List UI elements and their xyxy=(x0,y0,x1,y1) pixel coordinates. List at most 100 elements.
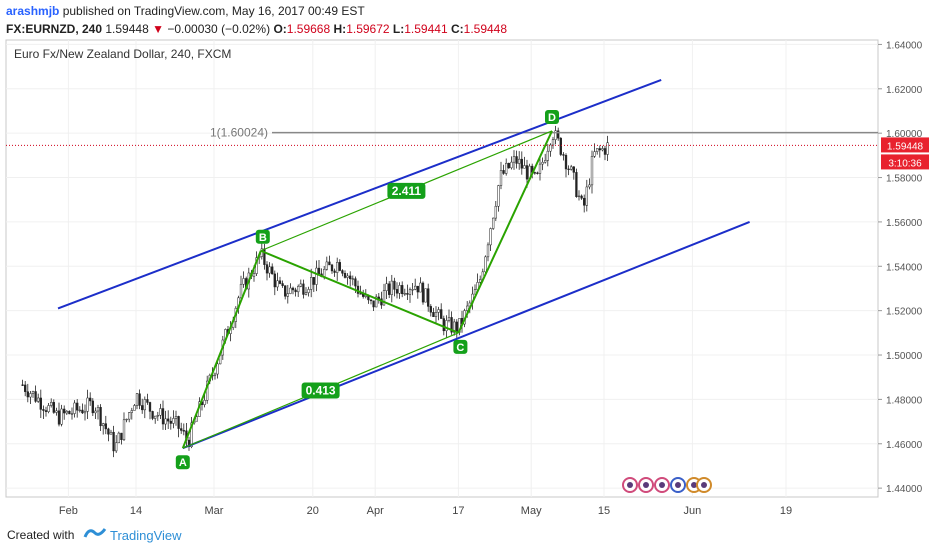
event-marker-dot xyxy=(643,482,649,488)
chart-title: Euro Fx/New Zealand Dollar, 240, FXCM xyxy=(14,47,231,61)
event-marker-dot xyxy=(659,482,665,488)
tradingview-link[interactable]: TradingView xyxy=(110,528,182,543)
candle-body xyxy=(141,405,144,411)
candle-body xyxy=(143,399,146,411)
candle-body xyxy=(421,282,425,303)
candle-body xyxy=(89,397,92,402)
author-link[interactable]: arashmjb xyxy=(6,4,60,18)
candle-body xyxy=(91,400,94,414)
candle-body xyxy=(346,275,349,278)
high-value: 1.59672 xyxy=(346,22,390,36)
candle-body xyxy=(117,432,120,444)
candle-body xyxy=(115,442,118,452)
candle-body xyxy=(31,391,35,394)
candle-body xyxy=(406,293,409,295)
y-tick-label: 1.44000 xyxy=(886,484,923,495)
candle-body xyxy=(177,416,180,429)
tradingview-logo-icon xyxy=(83,525,107,546)
candle-body xyxy=(549,144,552,152)
candle-body xyxy=(203,399,206,405)
candle-body xyxy=(273,273,276,288)
candle-body xyxy=(294,289,297,293)
candle-body xyxy=(583,197,586,206)
candle-body xyxy=(138,393,141,406)
candle-body xyxy=(401,285,404,295)
candle-body xyxy=(109,431,113,435)
candle-body xyxy=(492,217,495,229)
price-chart[interactable]: 1(1.60024) 2.411 0.413 A B C D 1.64000 1.62000 1… xyxy=(0,0,932,517)
y-tick-label: 1.56000 xyxy=(886,218,923,229)
candle-body xyxy=(112,431,115,452)
candle-body xyxy=(393,280,396,290)
candle-body xyxy=(310,277,313,290)
close-value: 1.59448 xyxy=(463,22,508,36)
candle-body xyxy=(416,285,419,293)
pattern-point-badge xyxy=(453,339,468,354)
pattern-leg xyxy=(181,250,262,449)
candle-body xyxy=(120,432,123,440)
candle-body xyxy=(590,156,594,186)
candle-body xyxy=(39,397,42,410)
candle-body xyxy=(567,168,570,171)
y-tick-label: 1.54000 xyxy=(886,262,923,273)
candle-body xyxy=(453,321,456,333)
countdown-tag-label: 3:10:36 xyxy=(888,158,922,169)
price-tag xyxy=(881,137,929,153)
candle-body xyxy=(369,299,373,302)
candle-body xyxy=(403,293,406,295)
candle-body xyxy=(424,288,427,303)
candle-body xyxy=(278,280,282,284)
candle-body xyxy=(289,287,292,294)
candle-body xyxy=(385,283,388,291)
candle-body xyxy=(598,148,601,151)
price-change: −0.00030 (−0.02%) xyxy=(167,22,271,36)
candle-body xyxy=(330,264,334,272)
candle-body xyxy=(328,261,331,266)
open-value: 1.59668 xyxy=(286,22,331,36)
open-label: O: xyxy=(273,22,287,36)
candle-body xyxy=(554,130,557,140)
candle-body xyxy=(408,289,412,295)
x-tick-label: 14 xyxy=(130,505,142,517)
candle-body xyxy=(507,162,510,169)
candle-body xyxy=(286,293,289,297)
y-tick-label: 1.60000 xyxy=(886,129,923,140)
candle-body xyxy=(419,282,422,293)
candle-body xyxy=(164,418,167,425)
candle-body xyxy=(146,399,149,403)
candle-body xyxy=(42,409,45,411)
candle-body xyxy=(60,408,63,425)
candle-body xyxy=(34,391,37,402)
candle-body xyxy=(338,262,341,271)
candle-body xyxy=(156,415,159,417)
candle-body xyxy=(499,170,503,186)
candle-body xyxy=(533,172,536,174)
candle-body xyxy=(216,363,219,375)
candle-body xyxy=(359,293,362,295)
channel-line-lower xyxy=(182,220,750,450)
x-tick-label: Jun xyxy=(684,505,702,517)
x-tick-label: Feb xyxy=(59,505,78,517)
candle-body xyxy=(213,373,217,376)
candle-body xyxy=(570,166,573,170)
candle-body xyxy=(304,292,308,295)
candle-body xyxy=(518,158,521,164)
candle-body xyxy=(271,266,274,275)
y-tick-label: 1.58000 xyxy=(886,174,923,185)
candle-body xyxy=(291,287,295,291)
candle-body xyxy=(351,278,354,280)
candle-body xyxy=(580,195,583,199)
created-with-text: Created with xyxy=(7,528,75,542)
x-tick-label: 17 xyxy=(452,505,464,517)
candle-body xyxy=(284,285,287,297)
candle-body xyxy=(151,411,154,419)
candle-body xyxy=(442,318,445,332)
candle-body xyxy=(489,228,492,246)
candle-body xyxy=(349,275,352,280)
candle-body xyxy=(575,172,578,197)
published-text: published on TradingView.com, May 16, 20… xyxy=(62,4,365,18)
x-tick-label: May xyxy=(521,505,542,517)
low-label: L: xyxy=(392,22,405,36)
candle-body xyxy=(21,384,24,386)
candle-body xyxy=(557,130,560,139)
